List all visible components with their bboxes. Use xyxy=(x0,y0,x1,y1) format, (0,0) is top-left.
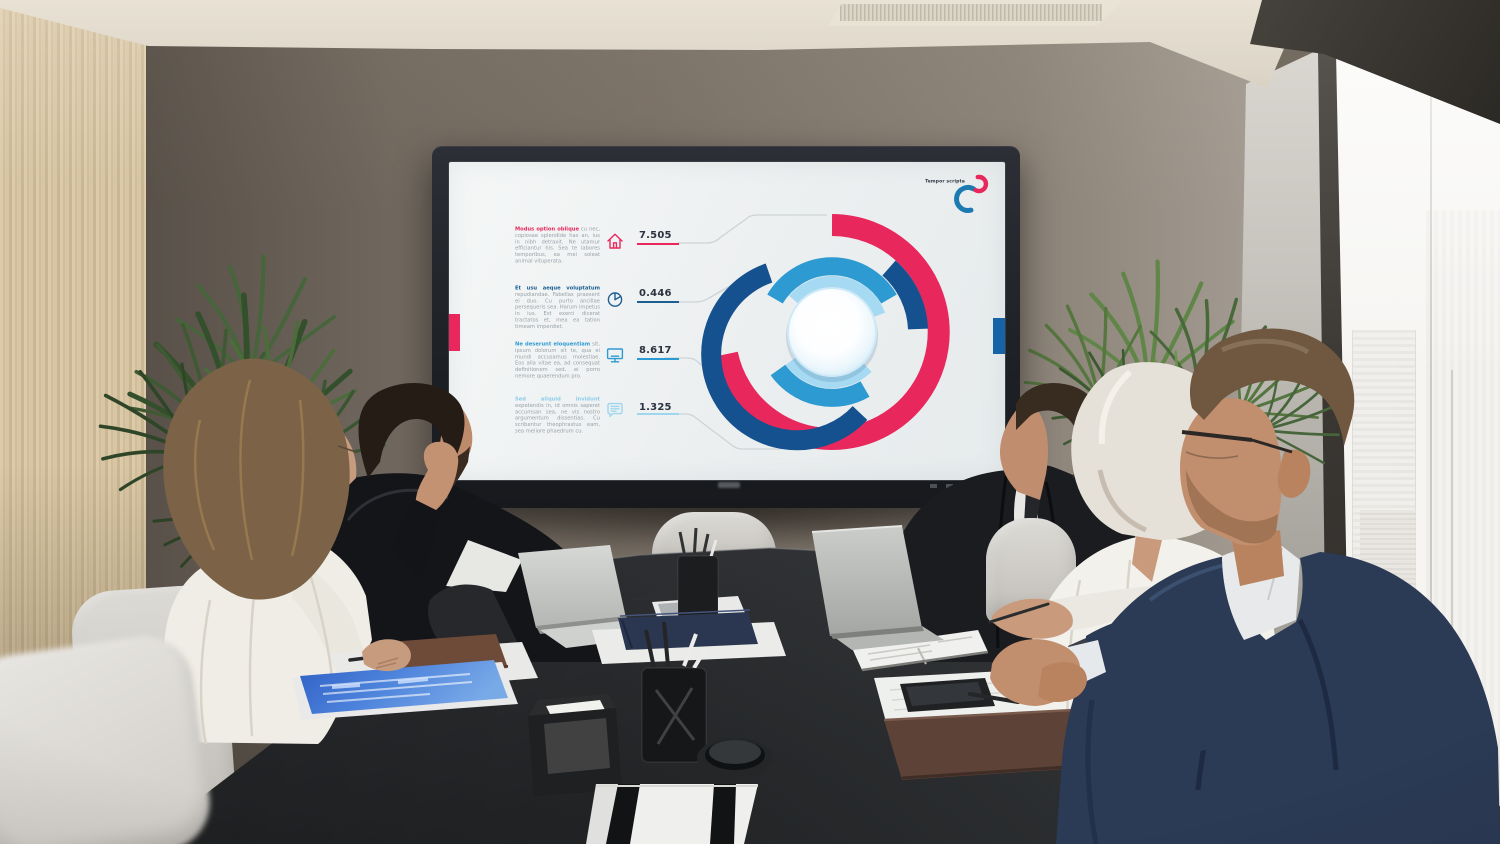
window xyxy=(1330,54,1500,844)
value-underline-4 xyxy=(637,413,679,415)
value-underline-1 xyxy=(637,243,679,245)
ring-3 xyxy=(767,257,897,304)
display-brand-mark xyxy=(718,482,740,488)
chair-foreground xyxy=(0,630,216,844)
brand-name: Tempor scripta xyxy=(925,179,965,184)
ring-4 xyxy=(789,275,886,318)
radial-chart xyxy=(663,214,950,451)
value-4: 1.325 xyxy=(639,402,672,413)
value-2: 0.446 xyxy=(639,288,672,299)
info-body-3: sit, ipsum dolorum sit te, qua ei mundi … xyxy=(515,341,601,379)
ring-2b xyxy=(882,260,928,330)
slide: Tempor scripta xyxy=(449,162,1005,480)
value-underline-2 xyxy=(637,301,679,303)
display-indicator-lights xyxy=(930,484,994,488)
info-text-1: Modus option oblique cu nec, copiosae sp… xyxy=(515,226,600,264)
info-lead-2: Et usu aeque voluptatum xyxy=(515,285,600,291)
info-body-1: cu nec, copiosae splendide has an, ius i… xyxy=(515,226,600,264)
info-text-2: Et usu aeque voluptatum repudiandae. Fab… xyxy=(515,285,600,330)
house-icon xyxy=(607,233,623,249)
brand-logo-icon xyxy=(954,174,989,213)
ring-3b xyxy=(770,364,870,407)
speech-bubble-icon xyxy=(607,402,623,418)
monitor-icon xyxy=(606,348,624,363)
chart-center xyxy=(789,289,875,375)
presentation-display: Tempor scripta xyxy=(432,146,1020,508)
info-body-2: repudiandae. Fabellas praesent ei duo. C… xyxy=(515,291,600,330)
vent-grille xyxy=(840,4,1102,21)
ceiling-vent xyxy=(828,0,1124,26)
info-lead-4: Sed aliquid invidunt xyxy=(515,396,600,402)
info-text-4: Sed aliquid invidunt expetendis in, id o… xyxy=(515,396,600,434)
slide-left-accent-tab xyxy=(449,314,460,351)
slide-right-accent-tab xyxy=(993,318,1005,354)
connector-lines xyxy=(663,214,827,450)
info-lead-1: Modus option oblique xyxy=(515,226,580,232)
pie-chart-icon xyxy=(607,292,623,307)
chair-right xyxy=(986,518,1076,624)
value-1: 7.505 xyxy=(639,230,672,241)
daylight-glow xyxy=(1330,54,1500,844)
value-3: 8.617 xyxy=(639,345,672,356)
value-underline-3 xyxy=(637,358,679,360)
info-text-3: Ne deserunt eloquentiam sit, ipsum dolor… xyxy=(515,341,600,379)
ring-2 xyxy=(701,263,868,451)
ring-outer xyxy=(716,214,950,450)
info-body-4: expetendis in, id omnis saperet accumsan… xyxy=(515,402,600,434)
info-lead-3: Ne deserunt eloquentiam xyxy=(515,341,591,347)
ring-4b xyxy=(785,356,872,389)
